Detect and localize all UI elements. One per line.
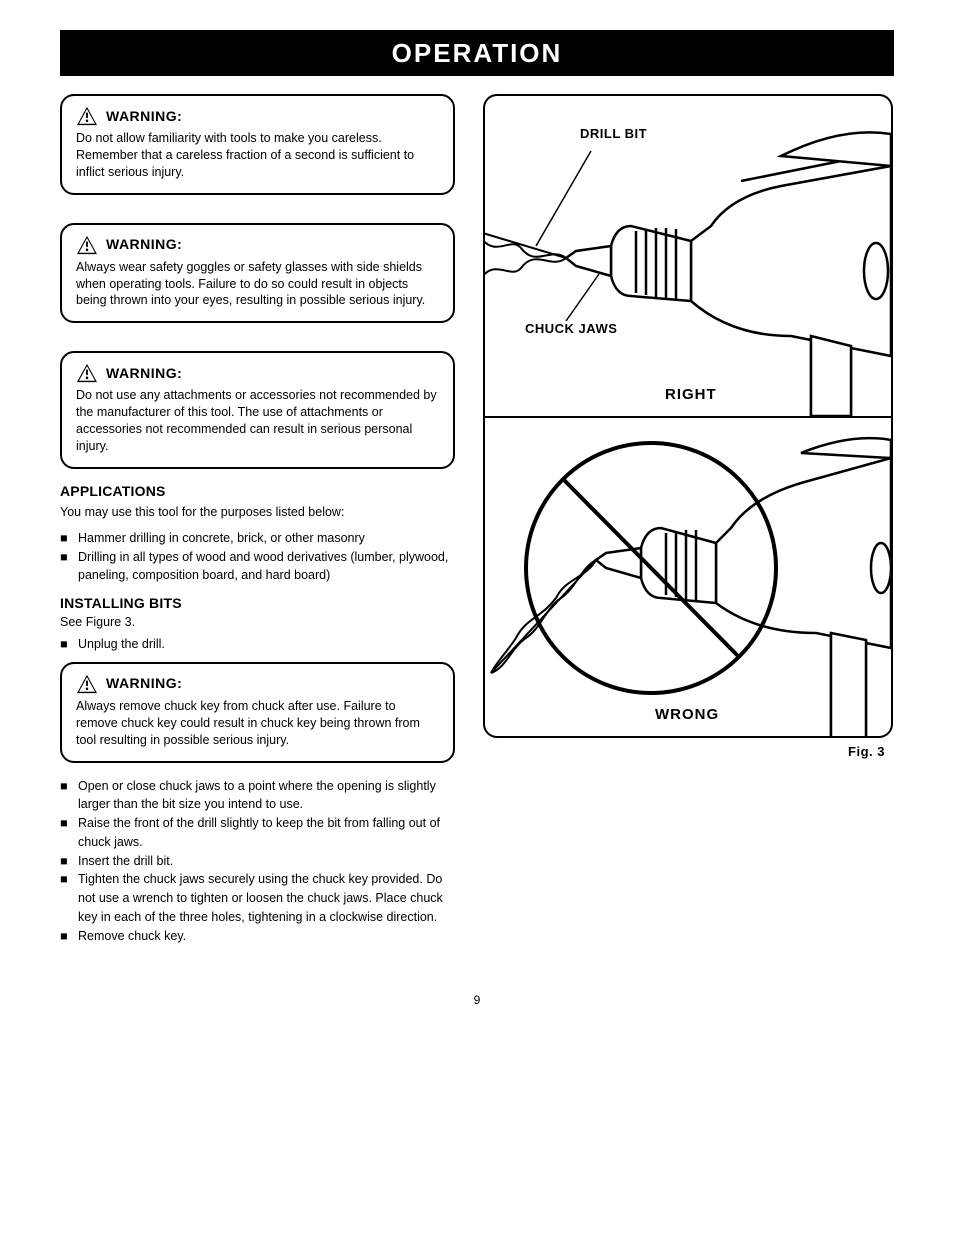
bullet-icon: ■ xyxy=(60,635,72,654)
drill-wrong-illustration xyxy=(483,418,891,738)
left-column: WARNING: Do not allow familiarity with t… xyxy=(60,94,455,953)
warning-header: WARNING: xyxy=(76,235,439,255)
bullet-icon: ■ xyxy=(60,814,72,852)
warning-label: WARNING: xyxy=(106,674,182,693)
section-heading-applications: APPLICATIONS xyxy=(60,483,455,499)
figure-caption: Fig. 3 xyxy=(483,744,893,759)
warning-box-3: WARNING: Do not use any attachments or a… xyxy=(60,351,455,469)
page-title: OPERATION xyxy=(392,38,563,69)
warning-label: WARNING: xyxy=(106,235,182,254)
installing-steps-b: ■Open or close chuck jaws to a point whe… xyxy=(60,777,455,946)
figure-right-label: RIGHT xyxy=(665,386,717,403)
figure-frame: DRILL BIT CHUCK JAWS RIGHT xyxy=(483,94,893,738)
page: OPERATION WARNING: Do not allow familiar… xyxy=(0,0,954,1047)
step-3: Raise the front of the drill slightly to… xyxy=(78,814,455,852)
page-number: 9 xyxy=(60,993,894,1007)
warning-label: WARNING: xyxy=(106,364,182,383)
warning-text-1: Do not allow familiarity with tools to m… xyxy=(76,131,414,179)
warning-header: WARNING: xyxy=(76,106,439,126)
warning-icon xyxy=(76,235,98,255)
bullet-icon: ■ xyxy=(60,852,72,871)
see-figure-ref: See Figure 3. xyxy=(60,615,455,629)
warning-header: WARNING: xyxy=(76,363,439,383)
step-2: Open or close chuck jaws to a point wher… xyxy=(78,777,455,815)
applications-item-2: Drilling in all types of wood and wood d… xyxy=(78,548,455,586)
callout-drill-bit: DRILL BIT xyxy=(580,126,647,141)
warning-icon xyxy=(76,363,98,383)
bullet-icon: ■ xyxy=(60,870,72,926)
two-column-layout: WARNING: Do not allow familiarity with t… xyxy=(60,94,894,953)
step-4: Insert the drill bit. xyxy=(78,852,173,871)
warning-box-4: WARNING: Always remove chuck key from ch… xyxy=(60,662,455,763)
applications-list: ■ Hammer drilling in concrete, brick, or … xyxy=(60,529,455,585)
spacer xyxy=(60,337,455,343)
applications-intro: You may use this tool for the purposes l… xyxy=(60,503,455,521)
step-6: Remove chuck key. xyxy=(78,927,186,946)
step-1: Unplug the drill. xyxy=(78,635,165,654)
warning-icon xyxy=(76,106,98,126)
bullet-icon: ■ xyxy=(60,529,72,548)
applications-item-1: Hammer drilling in concrete, brick, or o… xyxy=(78,529,365,548)
figure-wrong-label: WRONG xyxy=(655,706,719,723)
warning-header: WARNING: xyxy=(76,674,439,694)
bullet-icon: ■ xyxy=(60,548,72,586)
step-5: Tighten the chuck jaws securely using th… xyxy=(78,870,455,926)
warning-icon xyxy=(76,674,98,694)
bullet-icon: ■ xyxy=(60,777,72,815)
warning-text-4: Always remove chuck key from chuck after… xyxy=(76,699,420,747)
warning-text-3: Do not use any attachments or accessorie… xyxy=(76,388,437,453)
figure-right-panel: DRILL BIT CHUCK JAWS RIGHT xyxy=(485,96,891,416)
warning-text-2: Always wear safety goggles or safety gla… xyxy=(76,260,425,308)
warning-box-1: WARNING: Do not allow familiarity with t… xyxy=(60,94,455,195)
right-column: DRILL BIT CHUCK JAWS RIGHT xyxy=(483,94,893,953)
warning-box-2: WARNING: Always wear safety goggles or s… xyxy=(60,223,455,324)
figure-wrong-panel: WRONG xyxy=(485,416,891,736)
installing-steps-a: ■ Unplug the drill. xyxy=(60,635,455,654)
page-title-bar: OPERATION xyxy=(60,30,894,76)
section-heading-installing-bits: INSTALLING BITS xyxy=(60,595,455,611)
drill-right-illustration xyxy=(483,96,891,416)
bullet-icon: ■ xyxy=(60,927,72,946)
callout-chuck-jaws: CHUCK JAWS xyxy=(525,321,617,336)
warning-label: WARNING: xyxy=(106,107,182,126)
spacer xyxy=(60,209,455,215)
